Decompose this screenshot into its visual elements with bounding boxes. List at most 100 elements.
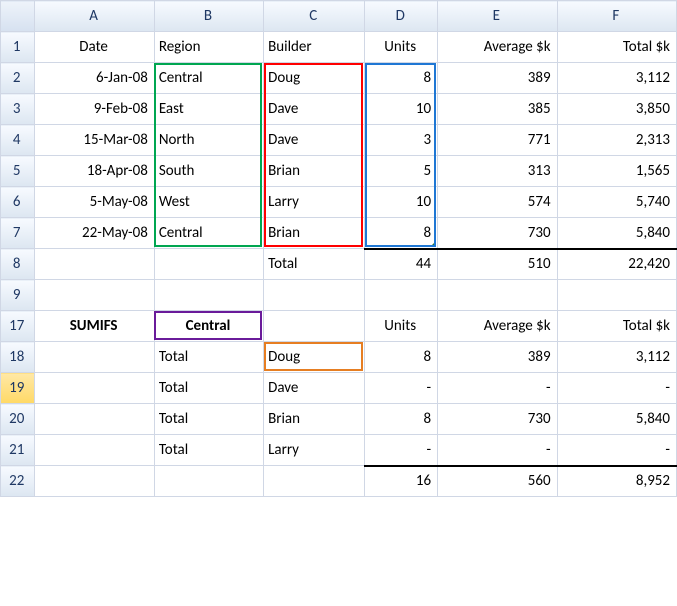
cell-B22[interactable] <box>154 466 263 497</box>
row-header-20[interactable]: 20 <box>1 404 35 435</box>
row-header-3[interactable]: 3 <box>1 94 35 125</box>
cell-F5[interactable]: 1,565 <box>557 156 676 187</box>
cell-F18[interactable]: 3,112 <box>557 342 676 373</box>
smart-tag-icon[interactable] <box>430 241 436 247</box>
cell-D4[interactable]: 3 <box>365 125 438 156</box>
select-all-corner[interactable] <box>1 1 35 32</box>
cell-B6[interactable]: West <box>154 187 263 218</box>
cell-E17[interactable]: Average $k <box>438 311 557 342</box>
row-header-9[interactable]: 9 <box>1 280 35 311</box>
cell-A21[interactable] <box>35 435 154 466</box>
cell-F2[interactable]: 3,112 <box>557 63 676 94</box>
cell-A6[interactable]: 5-May-08 <box>35 187 154 218</box>
col-header-A[interactable]: A <box>35 1 154 32</box>
cell-D9[interactable] <box>365 280 438 311</box>
cell-F17[interactable]: Total $k <box>557 311 676 342</box>
cell-C20[interactable]: Brian <box>264 404 365 435</box>
cell-F22[interactable]: 8,952 <box>557 466 676 497</box>
cell-A8[interactable] <box>35 249 154 280</box>
row-header-22[interactable]: 22 <box>1 466 35 497</box>
cell-C22[interactable] <box>264 466 365 497</box>
cell-B17[interactable]: Central <box>154 311 263 342</box>
cell-B20[interactable]: Total <box>154 404 263 435</box>
cell-B1[interactable]: Region <box>154 32 263 63</box>
cell-D6[interactable]: 10 <box>365 187 438 218</box>
cell-A4[interactable]: 15-Mar-08 <box>35 125 154 156</box>
cell-D2[interactable]: 8 <box>365 63 438 94</box>
cell-A9[interactable] <box>35 280 154 311</box>
cell-E3[interactable]: 385 <box>438 94 557 125</box>
cell-D5[interactable]: 5 <box>365 156 438 187</box>
cell-D1[interactable]: Units <box>365 32 438 63</box>
cell-C17[interactable] <box>264 311 365 342</box>
cell-C2[interactable]: Doug <box>264 63 365 94</box>
cell-F21[interactable]: - <box>557 435 676 466</box>
cell-F8[interactable]: 22,420 <box>557 249 676 280</box>
cell-A1[interactable]: Date <box>35 32 154 63</box>
cell-E22[interactable]: 560 <box>438 466 557 497</box>
cell-C7[interactable]: Brian <box>264 218 365 249</box>
cell-A17[interactable]: SUMIFS <box>35 311 154 342</box>
row-header-2[interactable]: 2 <box>1 63 35 94</box>
cell-C5[interactable]: Brian <box>264 156 365 187</box>
cell-D8[interactable]: 44 <box>365 249 438 280</box>
col-header-B[interactable]: B <box>154 1 263 32</box>
cell-D18[interactable]: 8 <box>365 342 438 373</box>
cell-B7[interactable]: Central <box>154 218 263 249</box>
cell-E1[interactable]: Average $k <box>438 32 557 63</box>
cell-D20[interactable]: 8 <box>365 404 438 435</box>
cell-E2[interactable]: 389 <box>438 63 557 94</box>
cell-E19[interactable]: - <box>438 373 557 404</box>
row-header-1[interactable]: 1 <box>1 32 35 63</box>
cell-F3[interactable]: 3,850 <box>557 94 676 125</box>
cell-A5[interactable]: 18-Apr-08 <box>35 156 154 187</box>
cell-F1[interactable]: Total $k <box>557 32 676 63</box>
cell-B5[interactable]: South <box>154 156 263 187</box>
cell-A3[interactable]: 9-Feb-08 <box>35 94 154 125</box>
cell-C1[interactable]: Builder <box>264 32 365 63</box>
cell-F7[interactable]: 5,840 <box>557 218 676 249</box>
cell-A7[interactable]: 22-May-08 <box>35 218 154 249</box>
cell-A2[interactable]: 6-Jan-08 <box>35 63 154 94</box>
row-header-21[interactable]: 21 <box>1 435 35 466</box>
row-header-18[interactable]: 18 <box>1 342 35 373</box>
cell-E6[interactable]: 574 <box>438 187 557 218</box>
cell-C8[interactable]: Total <box>264 249 365 280</box>
cell-C3[interactable]: Dave <box>264 94 365 125</box>
cell-B9[interactable] <box>154 280 263 311</box>
cell-D3[interactable]: 10 <box>365 94 438 125</box>
row-header-5[interactable]: 5 <box>1 156 35 187</box>
cell-A19[interactable] <box>35 373 154 404</box>
cell-B21[interactable]: Total <box>154 435 263 466</box>
cell-C18[interactable]: Doug <box>264 342 365 373</box>
row-header-17[interactable]: 17 <box>1 311 35 342</box>
cell-D17[interactable]: Units <box>365 311 438 342</box>
cell-C21[interactable]: Larry <box>264 435 365 466</box>
cell-C9[interactable] <box>264 280 365 311</box>
row-header-19[interactable]: 19 <box>1 373 35 404</box>
cell-E8[interactable]: 510 <box>438 249 557 280</box>
col-header-F[interactable]: F <box>557 1 676 32</box>
cell-D21[interactable]: - <box>365 435 438 466</box>
cell-E18[interactable]: 389 <box>438 342 557 373</box>
col-header-D[interactable]: D <box>365 1 438 32</box>
row-header-6[interactable]: 6 <box>1 187 35 218</box>
cell-F19[interactable]: - <box>557 373 676 404</box>
cell-F6[interactable]: 5,740 <box>557 187 676 218</box>
cell-F9[interactable] <box>557 280 676 311</box>
cell-C19[interactable]: Dave <box>264 373 365 404</box>
col-header-C[interactable]: C <box>264 1 365 32</box>
cell-B8[interactable] <box>154 249 263 280</box>
row-header-8[interactable]: 8 <box>1 249 35 280</box>
cell-F20[interactable]: 5,840 <box>557 404 676 435</box>
cell-E7[interactable]: 730 <box>438 218 557 249</box>
row-header-4[interactable]: 4 <box>1 125 35 156</box>
cell-B2[interactable]: Central <box>154 63 263 94</box>
col-header-E[interactable]: E <box>438 1 557 32</box>
cell-A22[interactable] <box>35 466 154 497</box>
cell-C6[interactable]: Larry <box>264 187 365 218</box>
spreadsheet-grid[interactable]: A B C D E F 1 Date Region Builder Units … <box>0 0 677 497</box>
cell-F4[interactable]: 2,313 <box>557 125 676 156</box>
cell-B19[interactable]: Total <box>154 373 263 404</box>
cell-E9[interactable] <box>438 280 557 311</box>
